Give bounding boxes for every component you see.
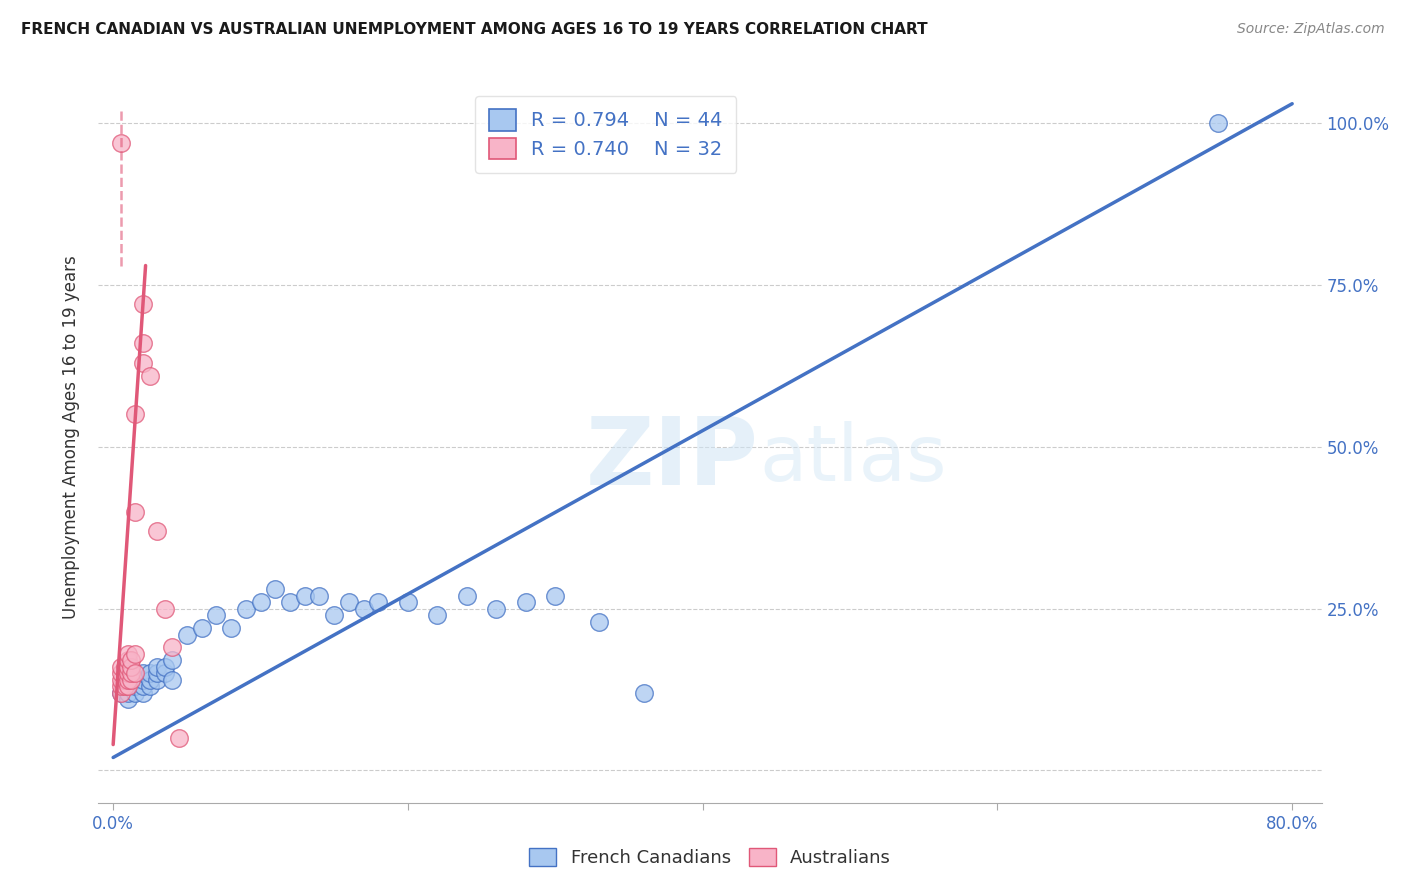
Point (308, 589, 330, 603)
Point (110, 686, 132, 700)
Point (131, 673, 153, 687)
Point (190, 621, 212, 635)
Point (160, 640, 183, 655)
Point (588, 615, 610, 629)
Point (114, 679, 136, 693)
Point (153, 601, 176, 615)
Point (1208, 116, 1230, 130)
Point (515, 595, 537, 609)
Point (153, 666, 176, 681)
Point (110, 660, 132, 674)
Point (353, 601, 375, 615)
Point (294, 589, 316, 603)
Point (146, 524, 169, 538)
Point (110, 136, 132, 150)
Point (124, 686, 146, 700)
Point (110, 666, 132, 681)
Point (485, 601, 508, 615)
Text: atlas: atlas (759, 421, 946, 497)
Point (114, 673, 136, 687)
Point (146, 660, 169, 674)
Point (114, 660, 136, 674)
Point (235, 601, 257, 615)
Point (110, 673, 132, 687)
Point (131, 679, 153, 693)
Text: Source: ZipAtlas.com: Source: ZipAtlas.com (1237, 22, 1385, 37)
Point (110, 686, 132, 700)
Point (120, 666, 142, 681)
Point (117, 679, 139, 693)
Point (114, 666, 136, 681)
Point (131, 686, 153, 700)
Point (120, 660, 142, 674)
Point (131, 666, 153, 681)
Point (117, 692, 139, 706)
Point (169, 731, 191, 745)
Point (544, 589, 567, 603)
Point (426, 608, 449, 623)
Point (176, 627, 198, 641)
Point (139, 368, 162, 383)
Point (117, 679, 139, 693)
Point (117, 673, 139, 687)
Point (323, 608, 346, 623)
Point (205, 608, 228, 623)
Point (120, 673, 142, 687)
Point (456, 589, 478, 603)
Point (117, 647, 139, 661)
Y-axis label: Unemployment Among Ages 16 to 19 years: Unemployment Among Ages 16 to 19 years (62, 255, 80, 619)
Point (146, 673, 169, 687)
Point (117, 686, 139, 700)
Point (131, 297, 153, 311)
Point (264, 582, 287, 597)
Point (124, 647, 146, 661)
Point (249, 595, 271, 609)
Point (633, 686, 655, 700)
Point (120, 653, 142, 667)
Point (124, 504, 146, 518)
Point (396, 595, 419, 609)
Point (117, 653, 139, 667)
Point (367, 595, 389, 609)
Point (124, 408, 146, 422)
Point (117, 666, 139, 681)
Point (139, 673, 162, 687)
Point (124, 666, 146, 681)
Text: FRENCH CANADIAN VS AUSTRALIAN UNEMPLOYMENT AMONG AGES 16 TO 19 YEARS CORRELATION: FRENCH CANADIAN VS AUSTRALIAN UNEMPLOYME… (21, 22, 928, 37)
Point (153, 660, 176, 674)
Point (337, 595, 360, 609)
Point (131, 356, 153, 370)
Point (124, 673, 146, 687)
Point (110, 679, 132, 693)
Point (131, 336, 153, 351)
Point (160, 673, 183, 687)
Point (139, 666, 162, 681)
Point (139, 679, 162, 693)
Point (219, 621, 242, 635)
Point (160, 653, 183, 667)
Text: ZIP: ZIP (586, 413, 759, 505)
Point (124, 679, 146, 693)
Point (146, 666, 169, 681)
Legend: French Canadians, Australians: French Canadians, Australians (522, 840, 898, 874)
Point (278, 595, 301, 609)
Point (117, 660, 139, 674)
